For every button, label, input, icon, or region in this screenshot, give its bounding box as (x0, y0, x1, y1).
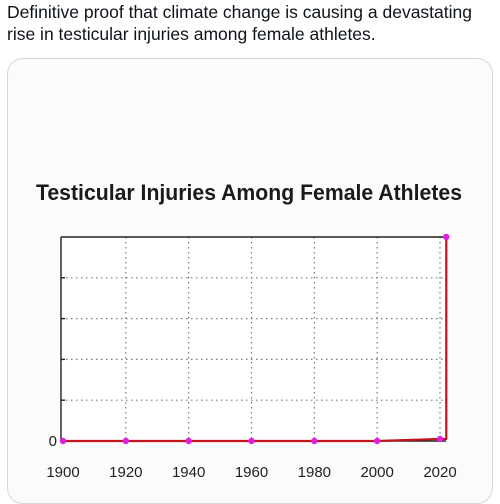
data-point (436, 435, 444, 443)
x-tick-label: 1920 (109, 464, 142, 481)
data-point (59, 437, 67, 445)
post-text: Definitive proof that climate change is … (7, 2, 472, 44)
x-tick-label: 1900 (46, 464, 79, 481)
data-point (122, 437, 130, 445)
series (59, 233, 450, 445)
y-tick-label: 0 (49, 433, 57, 450)
x-tick-label: 1940 (172, 464, 205, 481)
plot-background (61, 237, 446, 441)
chart: Testicular Injuries Among Female Athlete… (36, 180, 462, 481)
data-point (311, 437, 318, 445)
data-point (185, 437, 192, 445)
data-point (443, 233, 450, 241)
data-point (373, 437, 381, 445)
data-point (248, 437, 255, 445)
grid (61, 237, 446, 441)
x-tick-label: 1960 (235, 464, 268, 481)
post-image[interactable]: Testicular Injuries Among Female Athlete… (7, 58, 493, 504)
chart-title: Testicular Injuries Among Female Athlete… (36, 180, 462, 205)
x-tick-label: 2000 (360, 464, 393, 481)
x-tick-label: 1980 (298, 464, 331, 481)
x-tick-label: 2020 (423, 464, 456, 481)
tick-labels: 1900 1920 1940 1960 1980 2000 2020 0 (46, 433, 456, 481)
